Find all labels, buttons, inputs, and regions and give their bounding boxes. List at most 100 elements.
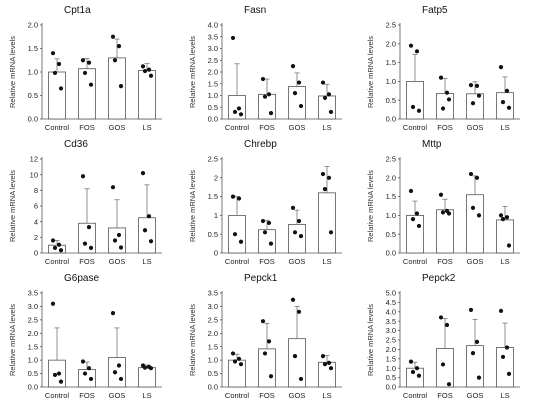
x-tick-label: LS <box>322 123 331 132</box>
y-tick-label: 4.0 <box>386 307 396 316</box>
data-point <box>468 307 474 313</box>
x-tick-label: GOS <box>289 257 306 266</box>
panel-title: Fasn <box>244 5 266 16</box>
y-tick-label: 2.5 <box>208 155 218 164</box>
data-point <box>416 223 422 229</box>
data-point <box>110 311 116 316</box>
y-tick-label: 0.0 <box>208 383 218 392</box>
bar-fos <box>436 348 454 388</box>
y-tick-label: 2.0 <box>28 21 38 30</box>
y-tick-label: 8 <box>34 186 38 195</box>
y-tick-label: 0.5 <box>208 230 218 239</box>
data-point <box>110 34 116 39</box>
y-tick-label: 1.0 <box>386 77 396 86</box>
data-point <box>112 370 118 375</box>
data-point <box>116 232 122 238</box>
bar-gos <box>466 194 484 254</box>
bar-ls <box>318 361 336 388</box>
y-tick-label: 1.5 <box>28 342 38 351</box>
y-tick-label: 2 <box>34 233 38 242</box>
x-tick-label: Control <box>403 391 428 400</box>
data-point <box>118 84 124 89</box>
data-point <box>296 80 302 85</box>
data-point <box>446 211 452 216</box>
y-tick-label: 3.5 <box>208 32 218 41</box>
data-point <box>268 374 274 379</box>
x-tick-label: GOS <box>109 257 126 266</box>
data-point <box>238 362 244 367</box>
x-tick-label: FOS <box>259 257 274 266</box>
bar-fos <box>436 209 454 254</box>
x-tick-label: Control <box>45 123 70 132</box>
data-point <box>500 354 506 360</box>
data-point <box>298 103 304 109</box>
bar-control <box>406 367 424 388</box>
data-point <box>86 366 92 371</box>
bar-fos <box>258 348 276 388</box>
bar-gos <box>466 93 484 120</box>
data-point <box>260 319 266 324</box>
data-point <box>56 61 62 67</box>
y-tick-label: 0.5 <box>386 96 396 105</box>
data-point <box>266 92 272 97</box>
x-tick-label: FOS <box>437 391 452 400</box>
y-tick-label: 1.0 <box>386 211 396 220</box>
y-tick-label: 2.0 <box>28 329 38 338</box>
data-point <box>292 230 298 235</box>
x-tick-label: Control <box>45 257 70 266</box>
data-point <box>236 196 242 201</box>
y-tick-label: 4.5 <box>386 298 396 307</box>
data-point <box>230 194 236 199</box>
y-tick-label: 0.0 <box>386 249 396 258</box>
y-tick-label: 0.5 <box>386 230 396 239</box>
data-point <box>410 369 416 375</box>
y-tick-label: 0 <box>34 249 38 258</box>
data-point <box>474 83 480 89</box>
data-point <box>140 64 146 69</box>
data-point <box>474 339 480 344</box>
data-point <box>468 83 474 88</box>
data-point <box>446 97 452 102</box>
bar-ls <box>318 95 336 120</box>
data-point <box>446 382 452 387</box>
data-point <box>82 371 88 376</box>
data-point <box>268 241 274 246</box>
data-point <box>88 245 94 251</box>
y-tick-label: 2.5 <box>208 315 218 324</box>
data-point <box>440 362 446 367</box>
data-point <box>414 366 420 371</box>
x-tick-label: Control <box>403 257 428 266</box>
data-point <box>470 101 476 106</box>
data-point <box>444 322 450 328</box>
data-point <box>112 58 118 63</box>
y-tick-label: 5.0 <box>386 289 396 298</box>
data-point <box>266 220 272 226</box>
panel-title: Pepck1 <box>244 273 278 284</box>
x-tick-label: GOS <box>289 391 306 400</box>
bar-fos <box>78 68 96 120</box>
data-point <box>88 376 94 382</box>
y-axis-label: Relative mRNA levels <box>188 36 197 108</box>
y-tick-label: 4.0 <box>208 21 218 30</box>
y-tick-label: 3.0 <box>28 302 38 311</box>
data-point <box>116 44 122 49</box>
data-point <box>58 86 64 91</box>
data-point <box>290 64 296 69</box>
bar-gos <box>288 86 306 120</box>
data-point <box>146 214 152 219</box>
data-point <box>438 315 444 320</box>
data-point <box>444 90 450 95</box>
y-tick-label: 1.0 <box>208 356 218 365</box>
y-tick-label: 10 <box>30 170 38 179</box>
data-point <box>414 211 420 216</box>
bar-fos <box>436 93 454 120</box>
panel-chrebp: Chrebp Relative mRNA levels 0 0.5 1 1.5 2 2.5 Co… <box>188 139 342 266</box>
data-point <box>262 230 268 235</box>
y-tick-label: 2.0 <box>386 173 396 182</box>
data-point <box>476 375 482 380</box>
y-tick-label: 0 <box>214 249 218 258</box>
y-tick-label: 1.0 <box>208 91 218 100</box>
bar-ls <box>138 70 156 120</box>
data-point <box>438 192 444 197</box>
